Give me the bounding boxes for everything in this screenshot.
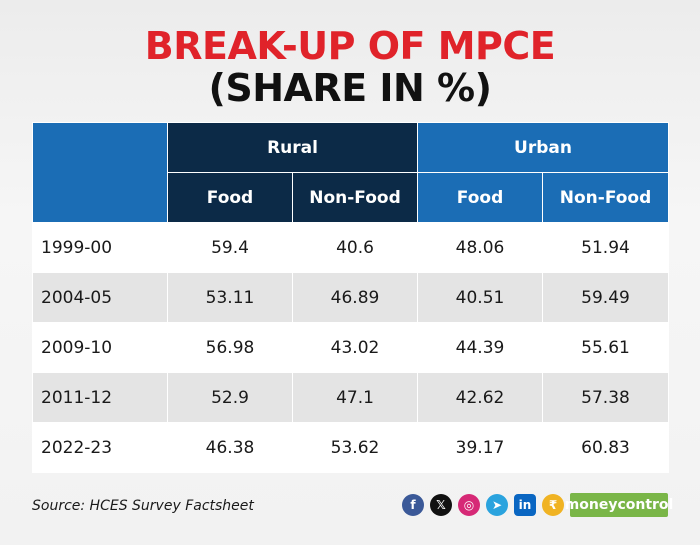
table-cell: 52.9 xyxy=(167,372,293,423)
group-header-row: Rural Urban xyxy=(32,122,670,223)
urban-group-header: Urban xyxy=(417,122,670,173)
table-cell: 44.39 xyxy=(417,322,544,373)
rural-food-header: Food xyxy=(167,172,293,223)
table-cell: 59.49 xyxy=(542,272,670,323)
table-cell: 59.4 xyxy=(167,222,293,273)
row-label: 2004-05 xyxy=(32,272,168,323)
sub-header-row: Food Non-Food Food Non-Food xyxy=(33,172,670,223)
table-cell: 40.51 xyxy=(417,272,544,323)
mpce-table: Rural Urban Food Non-Food Food Non-Food … xyxy=(32,122,670,473)
linkedin-icon[interactable]: in xyxy=(514,494,536,516)
table-cell: 48.06 xyxy=(417,222,544,273)
table-row: 2011-12 52.9 47.1 42.62 57.38 xyxy=(32,372,670,423)
row-label: 2011-12 xyxy=(32,372,168,423)
table-cell: 51.94 xyxy=(542,222,670,273)
urban-food-header: Food xyxy=(417,172,544,223)
row-label: 2022-23 xyxy=(32,422,168,473)
table-cell: 53.11 xyxy=(167,272,293,323)
source-note: Source: HCES Survey Factsheet xyxy=(32,498,254,514)
social-icons: f 𝕏 ◎ ➤ in ₹ xyxy=(402,494,564,516)
rural-group-header: Rural xyxy=(166,122,419,173)
table-cell: 53.62 xyxy=(291,422,419,473)
table-cell: 60.83 xyxy=(542,422,670,473)
table-row: 2022-23 46.38 53.62 39.17 60.83 xyxy=(32,422,670,473)
row-label: 1999-00 xyxy=(32,222,168,273)
table-cell: 43.02 xyxy=(291,322,419,373)
corner-cell xyxy=(32,122,168,223)
table-cell: 46.38 xyxy=(167,422,293,473)
rural-nonfood-header: Non-Food xyxy=(291,172,419,223)
row-label: 2009-10 xyxy=(32,322,168,373)
table-cell: 47.1 xyxy=(291,372,419,423)
table-cell: 55.61 xyxy=(542,322,670,373)
table-cell: 56.98 xyxy=(167,322,293,373)
telegram-icon[interactable]: ➤ xyxy=(486,494,508,516)
coin-icon: ₹ xyxy=(542,494,564,516)
table-cell: 40.6 xyxy=(291,222,419,273)
instagram-icon[interactable]: ◎ xyxy=(458,494,480,516)
table-cell: 46.89 xyxy=(291,272,419,323)
table-cell: 57.38 xyxy=(542,372,670,423)
table-row: 1999-00 59.4 40.6 48.06 51.94 xyxy=(32,222,670,273)
table-cell: 39.17 xyxy=(417,422,544,473)
urban-nonfood-header: Non-Food xyxy=(542,172,670,223)
chart-subtitle: (SHARE IN %) xyxy=(208,66,492,110)
chart-title: BREAK-UP OF MPCE xyxy=(144,24,556,68)
table-cell: 42.62 xyxy=(417,372,544,423)
facebook-icon[interactable]: f xyxy=(402,494,424,516)
table-row: 2004-05 53.11 46.89 40.51 59.49 xyxy=(32,272,670,323)
moneycontrol-logo[interactable]: moneycontrol xyxy=(565,493,673,517)
x-icon[interactable]: 𝕏 xyxy=(430,494,452,516)
table-row: 2009-10 56.98 43.02 44.39 55.61 xyxy=(32,322,670,373)
